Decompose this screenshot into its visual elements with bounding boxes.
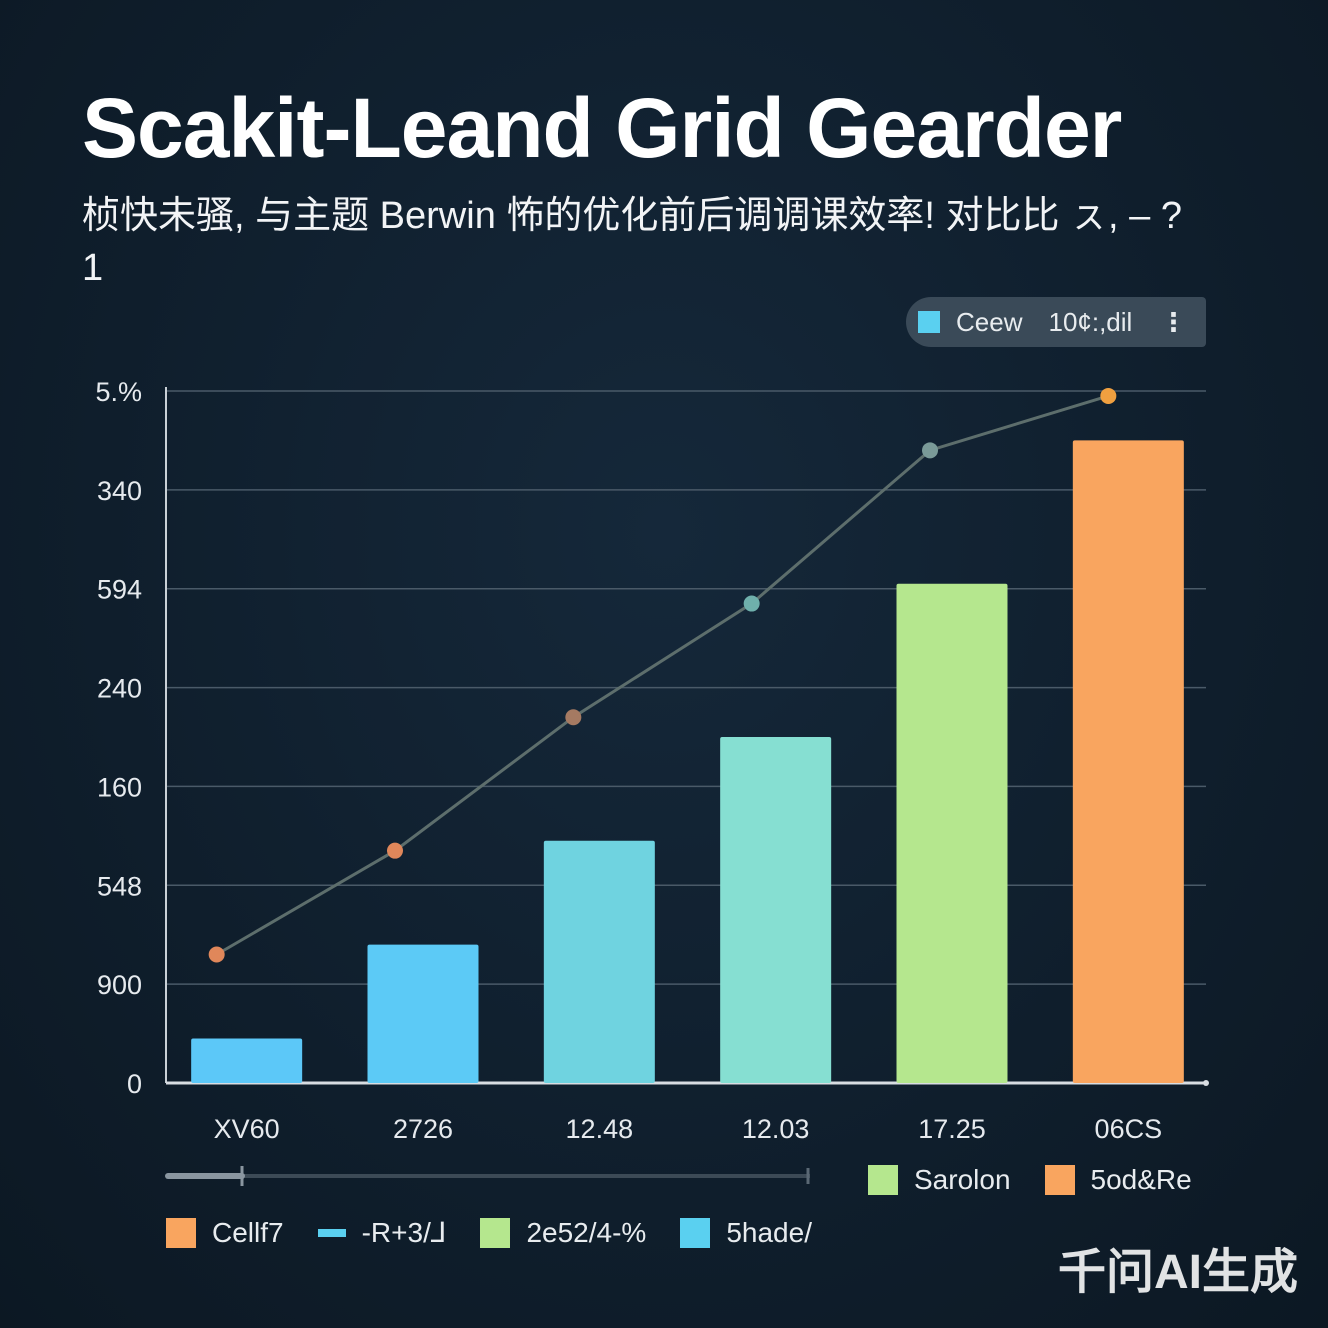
legend-bottom-2-swatch — [480, 1217, 511, 1248]
line-series — [215, 394, 1109, 956]
legend-bottom-2: Cellf7 -R+3/⅃ 2e52/4-% 5hade/ — [166, 1216, 846, 1249]
legend-top-value: 10¢:,dil — [1048, 306, 1133, 337]
bar-17.25[interactable] — [896, 583, 1008, 1083]
legend-top[interactable]: Ceew 10¢:,dil ⋮ — [906, 297, 1206, 347]
line-point[interactable] — [565, 709, 582, 726]
legend-bottom-1-swatch — [1044, 1165, 1075, 1195]
chart-title: Scakit-Leand Grid Gearder — [82, 81, 1122, 175]
chart-subtitle: 桢快未骚, 与主题 Berwin 怖的优化前后调调课效率! 对比比 ㇲ, – ?… — [82, 195, 1182, 289]
x-tick-label: 12.48 — [566, 1114, 634, 1144]
legend-bottom-2-label: -R+3/⅃ — [361, 1217, 447, 1248]
line-point[interactable] — [208, 946, 225, 963]
y-tick-label: 548 — [97, 871, 142, 901]
legend-bottom-2-swatch — [166, 1217, 196, 1248]
legend-bottom-1-label: Sarolon — [914, 1164, 1011, 1195]
line-point[interactable] — [1100, 387, 1117, 404]
legend-top-swatch — [918, 311, 940, 333]
bar-2726[interactable] — [367, 944, 479, 1083]
legend-bottom-2-label: 5hade/ — [726, 1216, 812, 1248]
x-tick-label: 2726 — [393, 1114, 453, 1144]
line-point[interactable] — [922, 442, 938, 459]
line-point[interactable] — [743, 595, 760, 612]
legend-bottom-2-item[interactable]: -R+3/⅃ — [317, 1216, 447, 1249]
legend-bottom-2-label: 2e52/4-% — [526, 1216, 647, 1248]
x-tick-label: 06CS — [1095, 1114, 1163, 1144]
legend-bottom-2-label: Cellf7 — [212, 1216, 284, 1248]
y-tick-label: 0 — [127, 1069, 142, 1099]
x-tick-label: XV60 — [214, 1114, 280, 1144]
legend-bottom-1-label: 5od&Re — [1090, 1164, 1192, 1195]
bar-12.48[interactable] — [543, 840, 655, 1083]
legend-bottom-1: Sarolon 5od&Re — [868, 1164, 1226, 1196]
legend-bottom-2-item[interactable]: 2e52/4-% — [480, 1217, 646, 1249]
y-tick-label: 240 — [97, 674, 142, 704]
legend-bottom-2-item[interactable]: 5hade/ — [680, 1217, 812, 1249]
legend-bottom-1-swatch — [868, 1165, 898, 1195]
legend-bottom-1-item[interactable]: 5od&Re — [1044, 1164, 1192, 1196]
bar-12.03[interactable] — [720, 737, 832, 1083]
line-point[interactable] — [387, 842, 403, 859]
y-tick-label: 340 — [97, 476, 142, 506]
legend-bottom-2-swatch — [680, 1217, 711, 1248]
bar-XV60[interactable] — [191, 1038, 303, 1083]
legend-bottom-1-item[interactable]: Sarolon — [868, 1164, 1011, 1196]
watermark: 千问AI生成 — [1057, 1246, 1298, 1299]
y-tick-label: 5.% — [95, 377, 142, 407]
x-tick-label: 12.03 — [742, 1114, 810, 1144]
x-tick-label: 17.25 — [918, 1114, 986, 1144]
bar-06CS[interactable] — [1072, 440, 1184, 1083]
more-vertical-icon[interactable]: ⋮ — [1160, 306, 1187, 337]
y-tick-label: 160 — [97, 772, 142, 802]
legend-bottom-2-swatch — [317, 1228, 346, 1237]
y-tick-label: 900 — [97, 970, 142, 1000]
y-tick-label: 594 — [97, 575, 142, 605]
legend-top-label: Ceew — [956, 306, 1023, 337]
legend-bottom-2-item[interactable]: Cellf7 — [166, 1217, 284, 1249]
x-axis-end — [1203, 1080, 1209, 1086]
